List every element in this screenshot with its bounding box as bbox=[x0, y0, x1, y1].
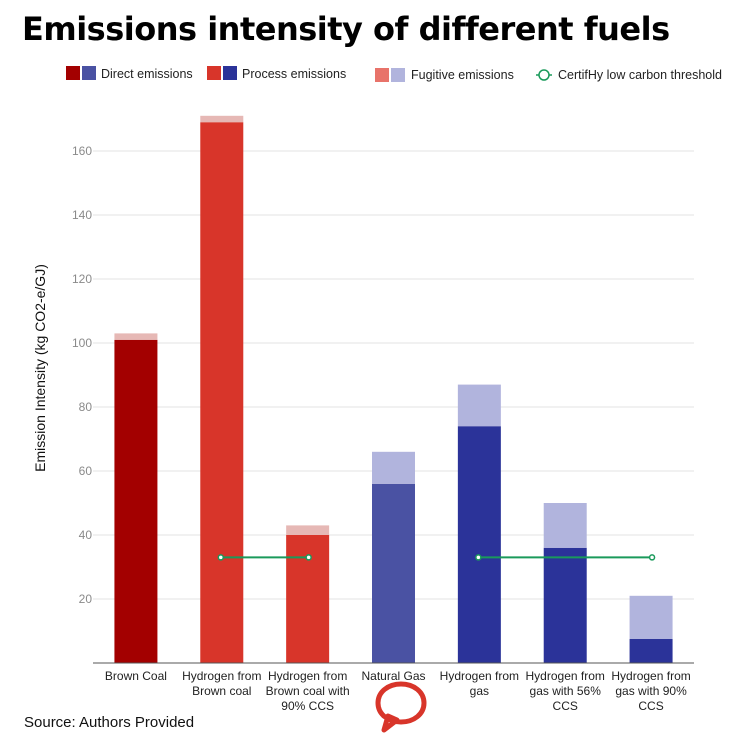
bar-process-emissions bbox=[286, 535, 330, 663]
legend-swatch bbox=[391, 68, 405, 82]
x-tick-label-line: Hydrogen from bbox=[611, 669, 690, 683]
x-tick-label-line: gas bbox=[470, 684, 489, 698]
threshold-lines bbox=[217, 554, 656, 561]
legend-item: CertifHy low carbon threshold bbox=[536, 68, 722, 82]
bar-fugitive-emissions bbox=[543, 503, 587, 548]
bar-direct-emissions bbox=[114, 339, 158, 663]
legend-swatch bbox=[375, 68, 389, 82]
x-tick-label: Hydrogen from Brown coal with 90% CCS bbox=[266, 669, 350, 713]
legend-swatch bbox=[207, 66, 221, 80]
legend-swatch bbox=[66, 66, 80, 80]
legend-item: Process emissions bbox=[207, 66, 346, 81]
y-axis-ticks: 20 40 60 80 100 120 140 160 bbox=[72, 144, 92, 606]
x-axis-labels: Brown Coal Hydrogen from Brown coalHydroge… bbox=[105, 669, 691, 713]
legend-swatch bbox=[223, 66, 237, 80]
legend-label: Fugitive emissions bbox=[411, 68, 514, 82]
y-tick-label: 160 bbox=[72, 144, 92, 158]
threshold-marker bbox=[305, 554, 312, 561]
speech-bubble-logo-icon bbox=[375, 681, 427, 733]
y-tick-label: 140 bbox=[72, 208, 92, 222]
bar-process-emissions bbox=[200, 122, 244, 663]
legend-item: Fugitive emissions bbox=[375, 68, 514, 82]
legend-label: Direct emissions bbox=[101, 67, 193, 81]
y-tick-label: 100 bbox=[72, 336, 92, 350]
source-note: Source: Authors Provided bbox=[24, 714, 195, 731]
threshold-marker bbox=[217, 554, 225, 561]
legend-swatch bbox=[82, 66, 96, 80]
bar-fugitive-emissions bbox=[200, 115, 244, 123]
y-tick-label: 80 bbox=[79, 400, 93, 414]
chart-bars bbox=[114, 115, 673, 663]
bar-fugitive-emissions bbox=[629, 595, 673, 639]
x-tick-label: Natural Gas bbox=[361, 669, 425, 683]
y-tick-label: 20 bbox=[79, 592, 93, 606]
x-tick-label-line: Hydrogen from bbox=[268, 669, 347, 683]
bar-fugitive-emissions bbox=[286, 525, 330, 535]
chart-legend: Direct emissions Process emissions Fugitiv… bbox=[66, 66, 722, 82]
x-tick-label: Brown Coal bbox=[105, 669, 167, 683]
x-tick-label-line: gas with 56% bbox=[530, 684, 602, 698]
bar-direct-emissions bbox=[372, 483, 415, 663]
y-tick-label: 120 bbox=[72, 272, 92, 286]
y-axis-label: Emission Intensity (kg CO2-e/GJ) bbox=[32, 264, 48, 472]
x-tick-label: Hydrogen from gas with 56% CCS bbox=[526, 669, 605, 713]
legend-item: Direct emissions bbox=[66, 66, 193, 81]
x-tick-label: Hydrogen from gas with 90% CCS bbox=[611, 669, 690, 713]
y-tick-label: 60 bbox=[79, 464, 93, 478]
x-tick-label: Hydrogen from Brown coal bbox=[182, 669, 261, 698]
bar-fugitive-emissions bbox=[457, 384, 501, 427]
legend-marker-swatch bbox=[538, 69, 550, 81]
bar-process-emissions bbox=[629, 639, 673, 663]
bar-fugitive-emissions bbox=[114, 333, 158, 340]
x-tick-label-line: CCS bbox=[638, 699, 663, 713]
x-tick-label-line: Hydrogen from bbox=[526, 669, 605, 683]
bar-fugitive-emissions bbox=[372, 451, 415, 484]
x-tick-label-line: Hydrogen from bbox=[182, 669, 261, 683]
speech-bubble-logo-shape bbox=[375, 681, 427, 733]
threshold-marker bbox=[648, 554, 656, 561]
x-tick-label-line: Hydrogen from bbox=[440, 669, 519, 683]
y-tick-label: 40 bbox=[79, 528, 93, 542]
x-tick-label-line: Brown coal bbox=[192, 684, 251, 698]
x-tick-label: Hydrogen from gas bbox=[440, 669, 519, 698]
x-tick-label-line: gas with 90% bbox=[615, 684, 687, 698]
legend-label: Process emissions bbox=[242, 67, 346, 81]
legend-label: CertifHy low carbon threshold bbox=[558, 68, 722, 82]
x-tick-label-line: 90% CCS bbox=[281, 699, 334, 713]
x-tick-label-line: Natural Gas bbox=[361, 669, 425, 683]
threshold-marker bbox=[475, 554, 482, 561]
x-tick-label-line: Brown Coal bbox=[105, 669, 167, 683]
x-tick-label-line: CCS bbox=[553, 699, 578, 713]
x-tick-label-line: Brown coal with bbox=[266, 684, 350, 698]
bar-process-emissions bbox=[543, 547, 587, 663]
chart-title: Emissions intensity of different fuels bbox=[22, 10, 670, 48]
bar-process-emissions bbox=[457, 426, 501, 663]
